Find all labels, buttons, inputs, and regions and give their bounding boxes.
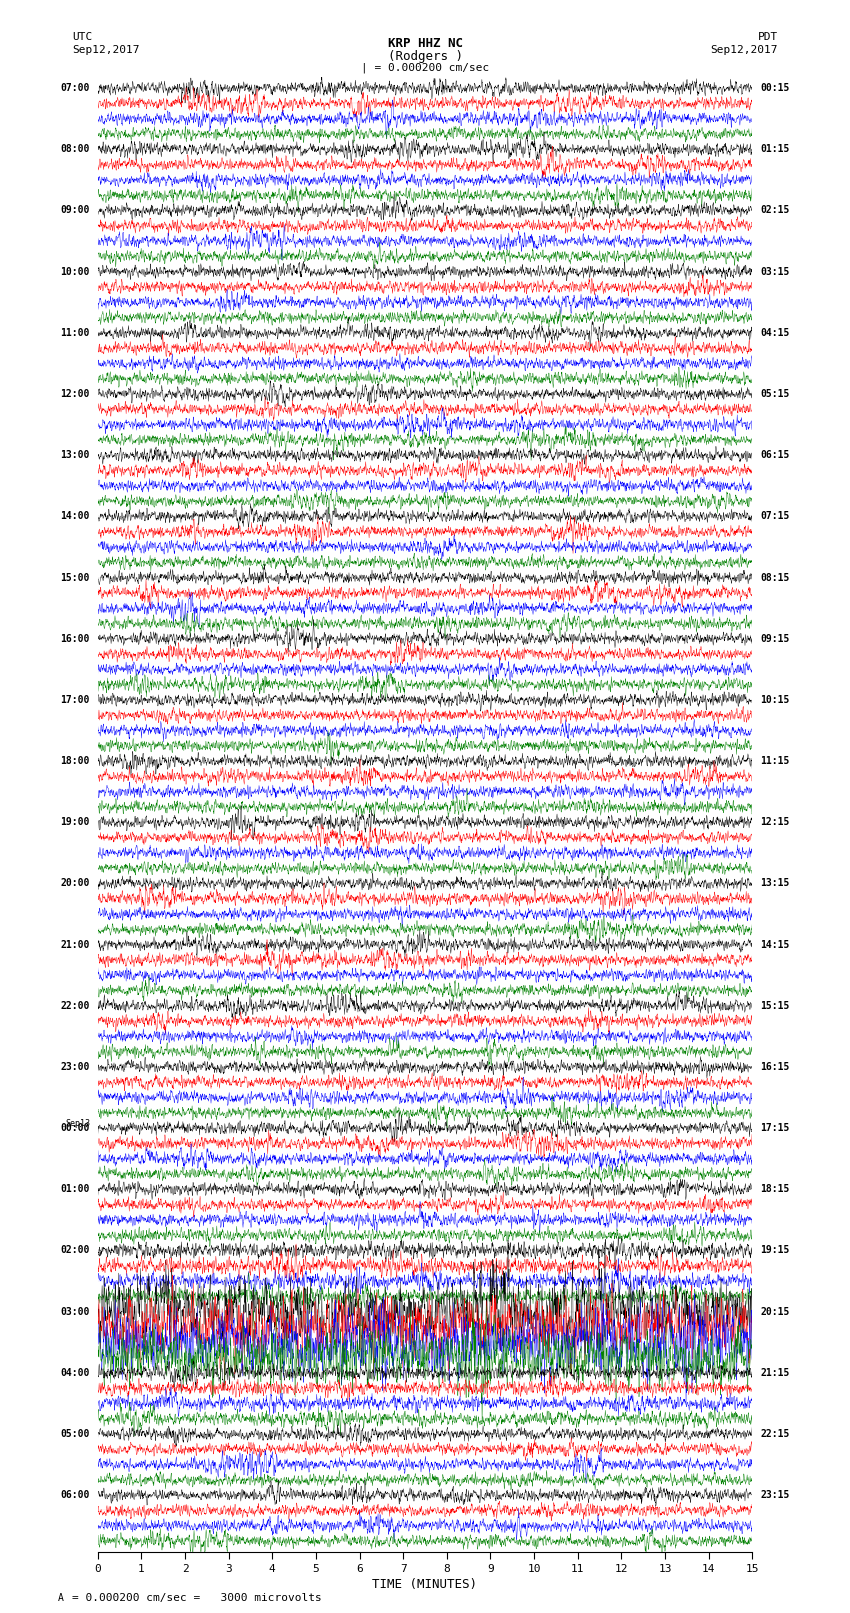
Text: 03:15: 03:15 — [760, 266, 790, 277]
Text: 09:00: 09:00 — [60, 205, 90, 216]
Text: 11:00: 11:00 — [60, 327, 90, 337]
Text: Sep13: Sep13 — [65, 1119, 90, 1127]
Text: 01:15: 01:15 — [760, 144, 790, 155]
Text: 16:15: 16:15 — [760, 1061, 790, 1073]
X-axis label: TIME (MINUTES): TIME (MINUTES) — [372, 1578, 478, 1590]
Text: Sep12,2017: Sep12,2017 — [72, 45, 139, 55]
Text: 14:15: 14:15 — [760, 939, 790, 950]
Text: 19:15: 19:15 — [760, 1245, 790, 1255]
Text: 04:00: 04:00 — [60, 1368, 90, 1378]
Text: A: A — [58, 1594, 64, 1603]
Text: (Rodgers ): (Rodgers ) — [388, 50, 462, 63]
Text: | = 0.000200 cm/sec: | = 0.000200 cm/sec — [361, 63, 489, 74]
Text: 21:00: 21:00 — [60, 939, 90, 950]
Text: 02:15: 02:15 — [760, 205, 790, 216]
Text: 05:15: 05:15 — [760, 389, 790, 398]
Text: 08:00: 08:00 — [60, 144, 90, 155]
Text: 23:00: 23:00 — [60, 1061, 90, 1073]
Text: 15:00: 15:00 — [60, 573, 90, 582]
Text: 07:00: 07:00 — [60, 84, 90, 94]
Text: 12:15: 12:15 — [760, 818, 790, 827]
Text: 13:15: 13:15 — [760, 879, 790, 889]
Text: 10:00: 10:00 — [60, 266, 90, 277]
Text: Sep12,2017: Sep12,2017 — [711, 45, 778, 55]
Text: 00:15: 00:15 — [760, 84, 790, 94]
Text: PDT: PDT — [757, 32, 778, 42]
Text: 12:00: 12:00 — [60, 389, 90, 398]
Text: 18:00: 18:00 — [60, 756, 90, 766]
Text: 05:00: 05:00 — [60, 1429, 90, 1439]
Text: KRP HHZ NC: KRP HHZ NC — [388, 37, 462, 50]
Text: UTC: UTC — [72, 32, 93, 42]
Text: 06:15: 06:15 — [760, 450, 790, 460]
Text: 10:15: 10:15 — [760, 695, 790, 705]
Text: 20:15: 20:15 — [760, 1307, 790, 1316]
Text: 15:15: 15:15 — [760, 1000, 790, 1011]
Text: 23:15: 23:15 — [760, 1490, 790, 1500]
Text: 11:15: 11:15 — [760, 756, 790, 766]
Text: 06:00: 06:00 — [60, 1490, 90, 1500]
Text: 20:00: 20:00 — [60, 879, 90, 889]
Text: 18:15: 18:15 — [760, 1184, 790, 1194]
Text: 03:00: 03:00 — [60, 1307, 90, 1316]
Text: 13:00: 13:00 — [60, 450, 90, 460]
Text: 02:00: 02:00 — [60, 1245, 90, 1255]
Text: 09:15: 09:15 — [760, 634, 790, 644]
Text: 21:15: 21:15 — [760, 1368, 790, 1378]
Text: 16:00: 16:00 — [60, 634, 90, 644]
Text: 01:00: 01:00 — [60, 1184, 90, 1194]
Text: 22:00: 22:00 — [60, 1000, 90, 1011]
Text: 14:00: 14:00 — [60, 511, 90, 521]
Text: = 0.000200 cm/sec =   3000 microvolts: = 0.000200 cm/sec = 3000 microvolts — [72, 1594, 322, 1603]
Text: 07:15: 07:15 — [760, 511, 790, 521]
Text: 17:15: 17:15 — [760, 1123, 790, 1132]
Text: 17:00: 17:00 — [60, 695, 90, 705]
Text: 04:15: 04:15 — [760, 327, 790, 337]
Text: 08:15: 08:15 — [760, 573, 790, 582]
Text: 22:15: 22:15 — [760, 1429, 790, 1439]
Text: 00:00: 00:00 — [60, 1123, 90, 1132]
Text: 19:00: 19:00 — [60, 818, 90, 827]
